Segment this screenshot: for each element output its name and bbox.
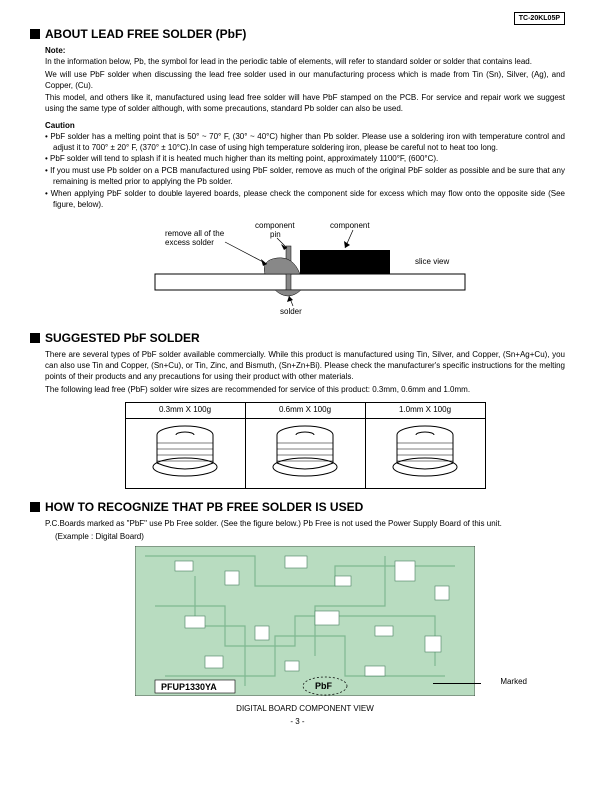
suggested-p2: The following lead free (PbF) solder wir…: [45, 385, 565, 396]
page-number: - 3 -: [30, 717, 565, 728]
label-component: component: [330, 221, 370, 230]
svg-text:pin: pin: [270, 230, 281, 239]
svg-text:excess solder: excess solder: [165, 238, 214, 247]
label-solder: solder: [280, 307, 302, 316]
caution-item: If you must use Pb solder on a PCB manuf…: [45, 166, 565, 188]
heading-recognize: HOW TO RECOGNIZE THAT PB FREE SOLDER IS …: [30, 499, 565, 515]
marked-label: Marked: [500, 677, 527, 688]
caution-list: PbF solder has a melting point that is 5…: [45, 132, 565, 211]
heading-recognize-text: HOW TO RECOGNIZE THAT PB FREE SOLDER IS …: [45, 499, 363, 515]
caution-item: PbF solder will tend to splash if it is …: [45, 154, 565, 165]
label-remove: remove all of the: [165, 229, 225, 238]
wire-hdr: 0.3mm X 100g: [125, 402, 245, 418]
note-p1: In the information below, Pb, the symbol…: [45, 57, 565, 68]
pcb-figure: PFUP1330YA PbF Marked: [135, 546, 475, 700]
heading-suggested-text: SUGGESTED PbF SOLDER: [45, 330, 200, 346]
heading-suggested: SUGGESTED PbF SOLDER: [30, 330, 565, 346]
recognize-p1: P.C.Boards marked as "PbF" use Pb Free s…: [45, 519, 565, 530]
caution-item: PbF solder has a melting point that is 5…: [45, 132, 565, 154]
spool-cell: [365, 418, 485, 488]
spool-cell: [245, 418, 365, 488]
wire-table: 0.3mm X 100g 0.6mm X 100g 1.0mm X 100g: [125, 402, 486, 489]
board-caption: DIGITAL BOARD COMPONENT VIEW: [45, 704, 565, 715]
label-pin: component: [255, 221, 295, 230]
heading-about: ABOUT LEAD FREE SOLDER (PbF): [30, 26, 565, 42]
pbf-mark: PbF: [315, 681, 333, 691]
wire-hdr: 1.0mm X 100g: [365, 402, 485, 418]
caution-item: When applying PbF solder to double layer…: [45, 189, 565, 211]
board-label: PFUP1330YA: [161, 682, 217, 692]
marked-leader: [433, 683, 481, 684]
note-label: Note:: [45, 46, 565, 57]
suggested-p1: There are several types of PbF solder av…: [45, 350, 565, 382]
model-tag: TC-20KL05P: [514, 12, 565, 25]
figure-slice-view: remove all of the excess solder componen…: [45, 216, 565, 320]
bullet-icon: [30, 29, 40, 39]
caution-label: Caution: [45, 121, 565, 132]
recognize-example: (Example : Digital Board): [55, 532, 565, 543]
note-p2: We will use PbF solder when discussing t…: [45, 70, 565, 92]
note-p3: This model, and others like it, manufact…: [45, 93, 565, 115]
heading-about-text: ABOUT LEAD FREE SOLDER (PbF): [45, 26, 246, 42]
bullet-icon: [30, 333, 40, 343]
spool-cell: [125, 418, 245, 488]
about-body: Note: In the information below, Pb, the …: [45, 46, 565, 320]
suggested-body: There are several types of PbF solder av…: [45, 350, 565, 488]
recognize-body: P.C.Boards marked as "PbF" use Pb Free s…: [45, 519, 565, 715]
wire-hdr: 0.6mm X 100g: [245, 402, 365, 418]
bullet-icon: [30, 502, 40, 512]
label-slice: slice view: [415, 257, 449, 266]
